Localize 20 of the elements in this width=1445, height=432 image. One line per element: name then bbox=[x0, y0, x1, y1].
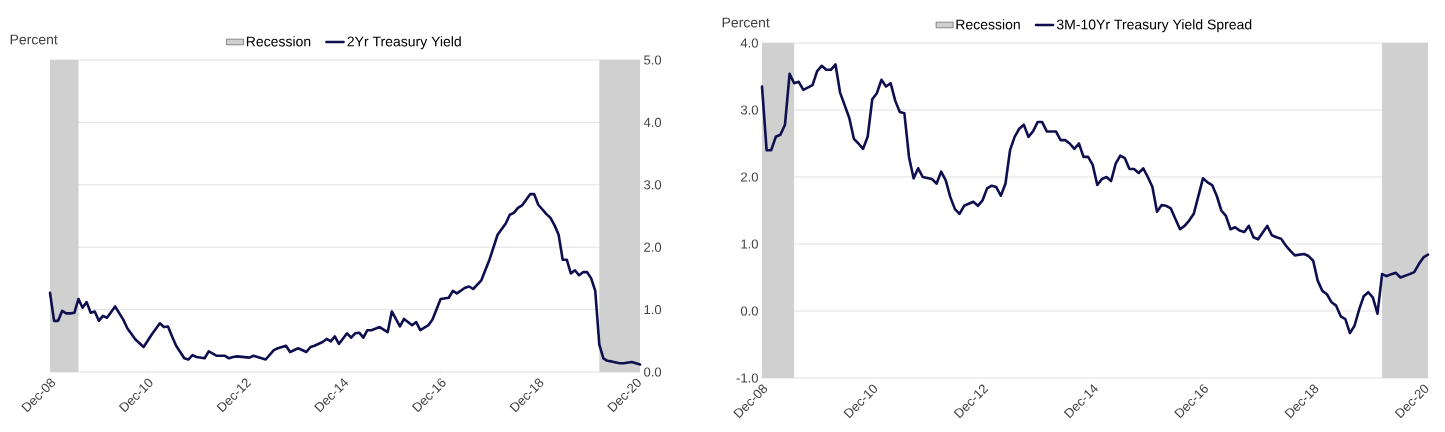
y-tick-label: 0.0 bbox=[644, 367, 662, 377]
legend-label: Recession bbox=[956, 19, 1020, 30]
legend-label: 2Yr Treasury Yield bbox=[347, 36, 461, 50]
y-tick-label: 2.0 bbox=[741, 172, 758, 182]
y-tick-label: 4.0 bbox=[740, 38, 758, 48]
y-tick-label: 4.0 bbox=[643, 117, 662, 127]
y-tick-label: 3.0 bbox=[740, 105, 758, 115]
y-tick-label: 5.0 bbox=[644, 55, 662, 65]
y-tick-label: 1.0 bbox=[741, 239, 758, 249]
line-series bbox=[760, 63, 1430, 335]
y-axis-title: Percent bbox=[722, 17, 770, 28]
y-tick-label: -1.0 bbox=[736, 373, 758, 383]
y-tick-label: 1.0 bbox=[644, 304, 662, 315]
legend-label: 3M-10Yr Treasury Yield Spread bbox=[1056, 19, 1252, 33]
y-tick-label: 0.0 bbox=[740, 306, 758, 316]
legend-label: Recession bbox=[246, 36, 311, 47]
y-axis-title: Percent bbox=[10, 34, 58, 45]
y-tick-label: 2.0 bbox=[644, 242, 662, 252]
y-tick-label: 3.0 bbox=[644, 180, 662, 190]
line-series bbox=[48, 192, 642, 366]
